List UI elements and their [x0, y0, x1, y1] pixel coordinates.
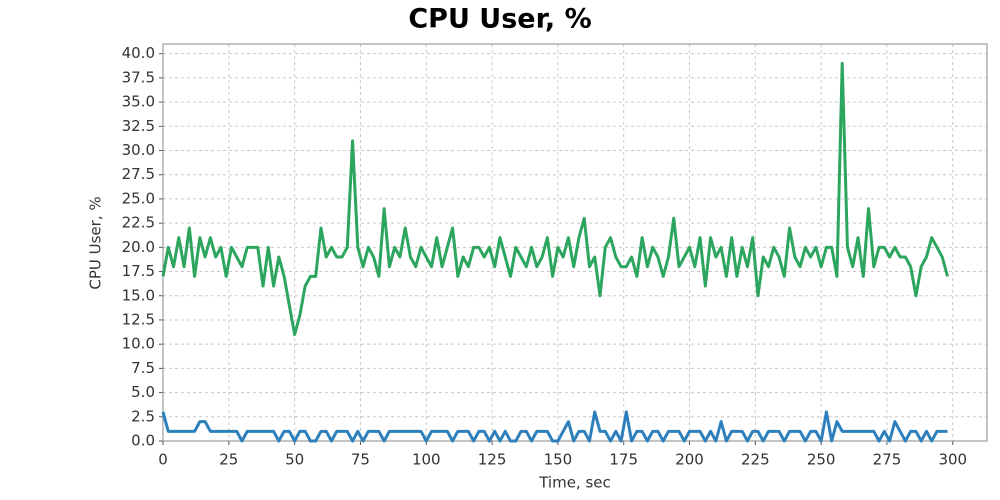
series-line	[161, 61, 949, 336]
chart-title: CPU User, %	[408, 4, 591, 35]
y-tick-label: 40.0	[122, 44, 155, 62]
series-line	[161, 410, 948, 443]
x-tick-label: 50	[285, 451, 304, 469]
y-tick-label: 0.0	[131, 432, 155, 450]
y-tick-label: 20.0	[122, 238, 155, 256]
x-tick-label: 225	[741, 451, 770, 469]
x-tick-label: 25	[219, 451, 238, 469]
y-tick-label: 5.0	[131, 383, 155, 401]
y-tick-label: 10.0	[122, 335, 155, 353]
x-tick-label: 100	[412, 451, 441, 469]
y-tick-label: 32.5	[122, 117, 155, 135]
y-tick-label: 37.5	[122, 68, 155, 86]
y-tick-label: 27.5	[122, 165, 155, 183]
x-tick-label: 275	[873, 451, 902, 469]
y-tick-label: 17.5	[122, 262, 155, 280]
x-tick-label: 200	[675, 451, 704, 469]
x-tick-label: 150	[544, 451, 573, 469]
x-tick-label: 175	[609, 451, 638, 469]
x-tick-label: 250	[807, 451, 836, 469]
y-tick-label: 30.0	[122, 141, 155, 159]
y-tick-label: 7.5	[131, 359, 155, 377]
x-tick-label: 75	[351, 451, 370, 469]
y-tick-label: 35.0	[122, 93, 155, 111]
x-tick-label: 125	[478, 451, 507, 469]
x-axis-label: Time, sec	[538, 474, 611, 492]
y-tick-label: 2.5	[131, 407, 155, 425]
y-tick-label: 12.5	[122, 310, 155, 328]
plot-area	[163, 44, 987, 441]
y-tick-label: 15.0	[122, 286, 155, 304]
y-tick-label: 22.5	[122, 214, 155, 232]
x-tick-label: 0	[158, 451, 168, 469]
y-tick-label: 25.0	[122, 189, 155, 207]
y-axis-label: CPU User, %	[87, 196, 105, 289]
x-tick-label: 300	[938, 451, 967, 469]
